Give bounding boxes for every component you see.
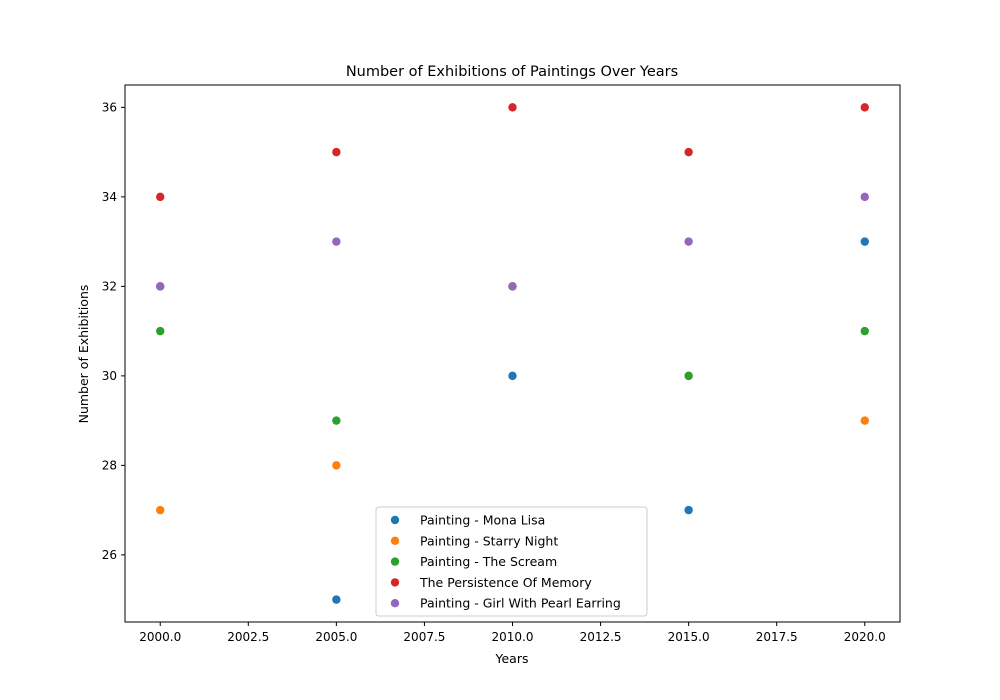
legend-label: Painting - The Scream: [420, 554, 557, 569]
x-tick-label: 2007.5: [403, 630, 445, 644]
legend-label: Painting - Starry Night: [420, 533, 558, 548]
scatter-point-series-3: [332, 147, 341, 157]
scatter-point-series-0: [684, 505, 693, 515]
scatter-point-series-2: [684, 371, 693, 381]
x-axis-ticks: 2000.0 2002.5 2005.0 2007.5 2010.0 2012.5 2015…: [139, 622, 886, 644]
scatter-point-series-4: [508, 282, 517, 291]
scatter-point-series-3: [684, 147, 693, 157]
scatter-point-series-4: [860, 192, 869, 202]
scatter-point-series-3: [156, 192, 165, 202]
x-tick-label: 2020.0: [844, 630, 886, 644]
scatter-point-series-1: [156, 505, 165, 515]
y-tick-label: 28: [102, 458, 117, 472]
y-axis-ticks: 26 28 30 32 34 36: [102, 100, 125, 562]
legend-label: The Persistence Of Memory: [419, 575, 592, 590]
scatter-point-series-3: [860, 103, 869, 112]
legend-marker: [390, 557, 400, 566]
x-tick-label: 2005.0: [315, 630, 357, 644]
x-axis-label: Years: [495, 651, 529, 666]
legend-label: Painting - Mona Lisa: [420, 513, 545, 528]
y-tick-label: 26: [102, 548, 117, 562]
x-tick-label: 2002.5: [227, 630, 269, 644]
x-tick-label: 2017.5: [756, 630, 798, 644]
x-tick-label: 2010.0: [492, 630, 534, 644]
scatter-point-series-4: [156, 282, 165, 291]
y-tick-label: 36: [102, 100, 117, 114]
x-tick-label: 2012.5: [580, 630, 622, 644]
data-points: [156, 103, 869, 604]
legend-marker: [390, 536, 400, 545]
scatter-point-series-1: [332, 461, 341, 470]
scatter-point-series-4: [332, 237, 341, 246]
x-tick-label: 2015.0: [668, 630, 710, 644]
x-tick-label: 2000.0: [139, 630, 181, 644]
scatter-point-series-2: [332, 416, 341, 425]
scatter-point-series-2: [860, 326, 869, 336]
scatter-point-series-2: [156, 326, 165, 336]
plot-frame: [124, 84, 901, 623]
scatter-point-series-0: [332, 595, 341, 604]
chart-title: Number of Exhibitions of Paintings Over …: [346, 64, 678, 80]
y-tick-label: 32: [102, 279, 117, 293]
y-axis-label: Number of Exhibitions: [76, 285, 91, 424]
legend-marker: [390, 515, 400, 525]
scatter-point-series-0: [860, 237, 869, 246]
scatter-point-series-4: [684, 237, 693, 246]
scatter-point-series-0: [508, 371, 517, 381]
legend: Painting - Mona Lisa Painting - Starry Ni…: [375, 506, 648, 617]
scatter-point-series-1: [860, 416, 869, 425]
y-tick-label: 34: [102, 190, 117, 204]
scatter-point-series-3: [508, 103, 517, 112]
legend-marker: [390, 599, 400, 608]
legend-box: [375, 506, 648, 617]
legend-label: Painting - Girl With Pearl Earring: [420, 596, 621, 611]
legend-marker: [390, 578, 400, 587]
y-tick-label: 30: [102, 369, 117, 383]
